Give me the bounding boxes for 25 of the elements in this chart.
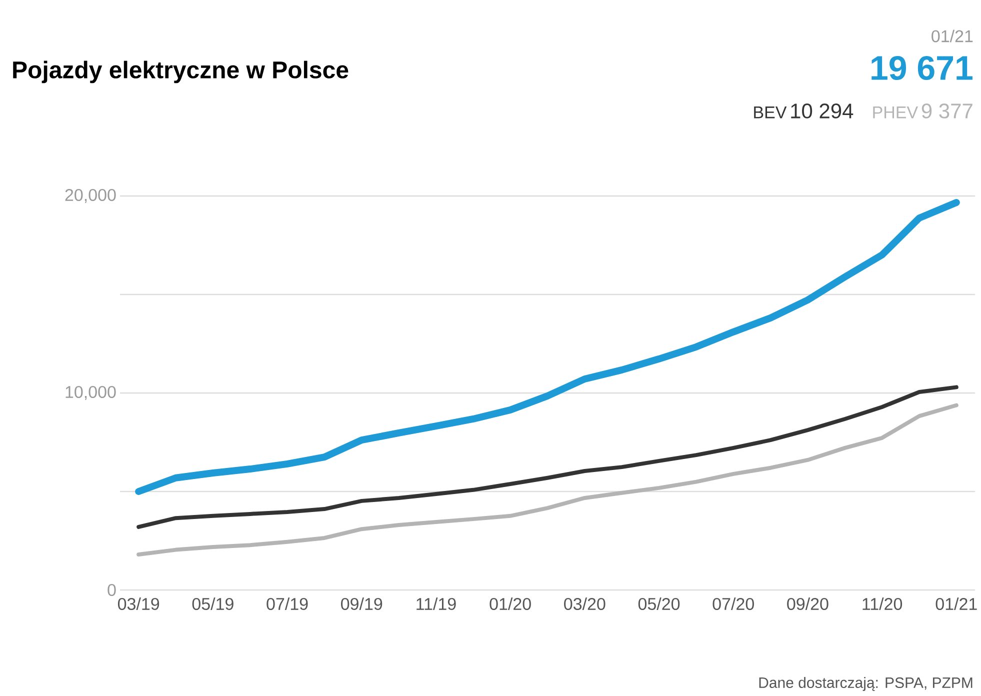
text: Dane dostarczają: PSPA, PZPM — [759, 676, 972, 691]
text: PHEV — [873, 106, 918, 118]
y-tick-label: 10,000 — [66, 386, 116, 400]
text: 10 294 — [791, 104, 854, 118]
x-tick-label: 01/21 — [936, 598, 977, 610]
x-tick-label: 03/20 — [564, 598, 606, 610]
x-tick-label: 09/19 — [341, 598, 382, 610]
x-tick-label: 07/20 — [712, 598, 754, 610]
text: 01/21 — [932, 30, 973, 42]
line-series — [136, 403, 958, 557]
x-tick-label: 07/19 — [266, 598, 308, 610]
x-tick-label: 11/20 — [862, 598, 902, 610]
x-tick-label: 05/20 — [638, 598, 680, 610]
x-tick-label: 01/20 — [490, 598, 531, 610]
x-tick-label: 09/20 — [787, 598, 828, 610]
text: 9 377 — [922, 104, 972, 118]
y-tick-label: 20,000 — [65, 188, 116, 204]
line-series — [136, 385, 958, 529]
x-tick-label: 11/19 — [416, 598, 456, 610]
text: 19 671 — [872, 56, 972, 80]
chart-title: Pojazdy elektryczne w Polsce — [13, 60, 348, 84]
x-tick-label: 05/19 — [192, 598, 234, 610]
x-tick-label: 03/19 — [118, 598, 160, 610]
text: BEV — [754, 106, 787, 118]
y-tick-label: 0 — [108, 584, 116, 596]
